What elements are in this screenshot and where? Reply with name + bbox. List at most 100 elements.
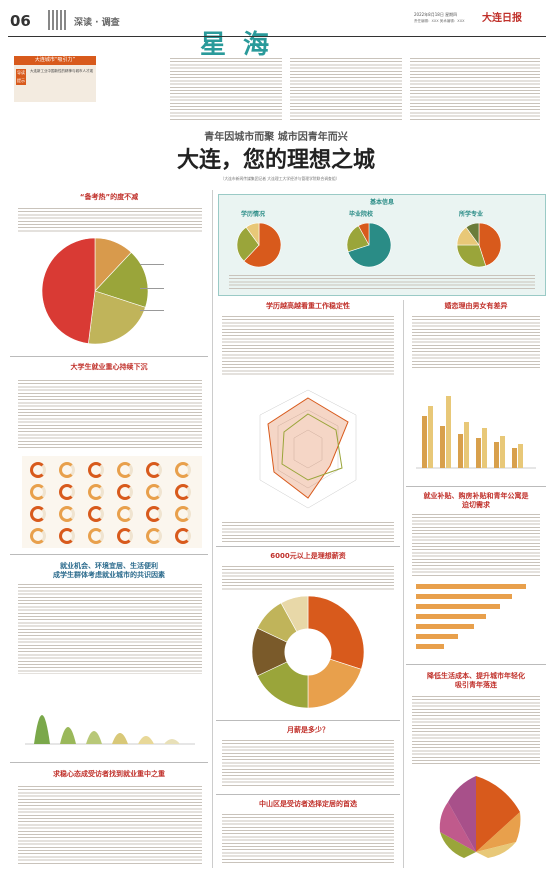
divider <box>216 546 400 547</box>
ring-icon <box>59 462 75 478</box>
page-number: 06 <box>10 12 31 30</box>
legend-line <box>140 288 164 289</box>
major-pie <box>456 222 502 268</box>
legend-line <box>140 264 164 265</box>
housing-bar-chart <box>416 584 526 649</box>
income-text <box>222 740 394 788</box>
sidebar-label-2: 提示 <box>16 77 26 85</box>
pie-slice <box>94 251 149 308</box>
divider <box>216 794 400 795</box>
article-kicker: 青年因城市而聚 城市因青年而兴 <box>204 132 348 143</box>
ring-icon <box>117 506 133 522</box>
col-divider <box>212 190 213 868</box>
major-label: 所学专业 <box>459 211 484 218</box>
divider <box>406 664 546 665</box>
radar-series-1 <box>267 397 349 499</box>
stability-title: 学历越高越看重工作稳定性 <box>266 302 350 310</box>
left-column: “备考热”的度不减 大学生就业重心持续下沉 就业机会、环境宜居、生活便利 成学生… <box>10 188 208 868</box>
radar-chart <box>259 389 357 509</box>
pie-slice <box>478 222 502 267</box>
col-divider <box>403 300 404 868</box>
ring-icon <box>117 528 133 544</box>
divider <box>10 554 208 555</box>
cost-rose-chart <box>439 776 521 858</box>
right-column: 婚恋理由男女有差异 就业补贴、购房补贴和青年公寓是 迫切需求 降低生活成本、提升… <box>406 300 546 868</box>
pie-slice <box>236 226 260 262</box>
salary-text <box>222 566 394 590</box>
stability-text-2 <box>222 522 394 542</box>
popular-title: “备考热”的度不减 <box>79 193 139 201</box>
masthead: 大连日报 <box>482 13 522 24</box>
intro-text-3 <box>410 58 540 120</box>
stability-text <box>222 316 394 376</box>
trend-title: 大学生就业重心持续下沉 <box>70 363 148 371</box>
peaks-chart <box>25 715 195 745</box>
ring-icon <box>59 528 75 544</box>
middle-column: 学历越高越看重工作稳定性 6000元以上是理想薪资 月薪是多少？ 中山区是受访者… <box>216 300 400 868</box>
ring-icon <box>59 506 75 522</box>
legend-line <box>140 310 164 311</box>
bars <box>422 396 523 468</box>
ring-icon <box>146 528 162 544</box>
ring-icon <box>175 484 191 500</box>
divider <box>216 720 400 721</box>
parents-title: 中山区是受访者选择定居的首选 <box>259 800 357 808</box>
ring-icon <box>146 484 162 500</box>
ring-icon <box>175 528 191 544</box>
salary-pie <box>251 595 365 709</box>
pie-slice <box>41 237 96 344</box>
ring-icon <box>30 506 46 522</box>
pie-slice <box>243 222 282 268</box>
qr-code <box>48 10 68 30</box>
heart-title: 求稳心态成受访者找到就业重中之重 <box>53 770 165 778</box>
header-rule <box>8 36 546 37</box>
trend-text <box>18 380 202 450</box>
popular-text <box>18 208 202 232</box>
parents-text <box>222 814 394 864</box>
ring-icon <box>88 528 104 544</box>
page-header: 06 深读 · 调查 星 海 2022年8月18日 星期四 责任编辑：XXX 美… <box>0 0 552 60</box>
ring-icon <box>59 484 75 500</box>
ring-icon <box>117 462 133 478</box>
pie-slice <box>88 290 146 345</box>
ring-icon <box>30 484 46 500</box>
column-title: 星 海 <box>200 30 274 60</box>
housing-text <box>412 514 540 576</box>
sidebar-note: 大连城市“吸引力” 导读 提示 大连新工业中国新性的精神与城市人才观 <box>14 56 96 102</box>
divider <box>10 356 208 357</box>
ring-icon <box>88 506 104 522</box>
pie-slice <box>347 222 392 268</box>
gender-bar-chart <box>416 396 536 469</box>
article-headline: 大连，您的理想之城 <box>176 147 375 173</box>
basic-info-text <box>229 275 535 289</box>
sidebar-label-1: 导读 <box>16 69 26 77</box>
jobs-title: 就业机会、环境宜居、生活便利 成学生群体考虑就业城市的共识因素 <box>53 562 165 579</box>
education-label: 学历情况 <box>241 211 266 218</box>
cost-text <box>412 696 540 766</box>
popular-pie <box>41 237 149 345</box>
graduated-label: 毕业院校 <box>349 211 374 218</box>
basic-info-title: 基本信息 <box>369 199 394 206</box>
basic-info-panel: 基本信息 学历情况 毕业院校 所学专业 <box>218 194 546 296</box>
section-label: 深读 · 调查 <box>74 18 120 28</box>
article-byline: （大连市新闻传媒集团记者 大连理工大学经济与管理学院联合调查组） <box>220 176 340 181</box>
ring-icon <box>175 506 191 522</box>
divider <box>10 762 208 763</box>
sidebar-tag: 大连城市“吸引力” <box>14 56 96 65</box>
ring-icon <box>146 506 162 522</box>
heart-text <box>18 786 202 864</box>
ring-icon <box>30 528 46 544</box>
salary-title: 6000元以上是理想薪资 <box>270 552 346 560</box>
jobs-text <box>18 584 202 674</box>
ring-icon <box>175 462 191 478</box>
popular-legend <box>140 258 200 318</box>
ring-icon <box>88 462 104 478</box>
pie-slice <box>456 244 487 268</box>
ring-icon <box>117 484 133 500</box>
date-line: 2022年8月18日 星期四 <box>414 12 458 17</box>
ring-icon <box>146 462 162 478</box>
ring-grid <box>22 456 202 548</box>
education-pie <box>236 222 282 268</box>
ring-icon <box>30 462 46 478</box>
pie-slice <box>357 222 370 246</box>
